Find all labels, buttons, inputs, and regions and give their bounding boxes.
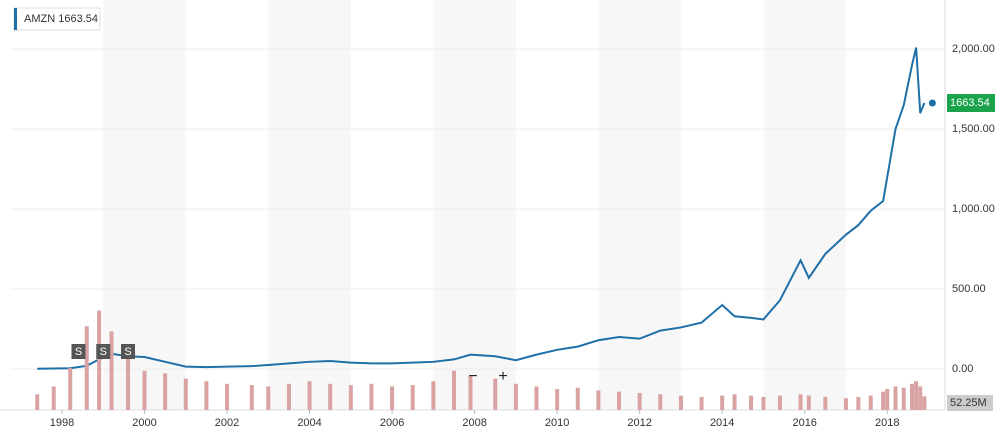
zoom-button[interactable]: − [468, 368, 477, 385]
volume-bar [885, 389, 890, 410]
volume-bar [163, 373, 168, 410]
volume-bar [468, 375, 473, 410]
volume-bar [266, 386, 271, 410]
x-tick-label: 2012 [627, 417, 651, 429]
band [433, 0, 516, 410]
x-tick-label: 2002 [215, 417, 239, 429]
volume-bar [451, 370, 456, 410]
x-tick-label: 2018 [875, 417, 899, 429]
volume-bar [893, 386, 898, 410]
price-tag [947, 93, 995, 112]
x-tick-label: 2010 [545, 417, 569, 429]
volume-bar [901, 387, 906, 410]
y-tick-label: 1,500.00 [952, 123, 995, 135]
y-tick-label: 2,000.00 [952, 43, 995, 55]
y-tick-label: 500.00 [952, 283, 986, 295]
x-tick-label: 1998 [50, 417, 74, 429]
volume-bar [823, 396, 828, 410]
band [598, 0, 681, 410]
volume-bar [868, 395, 873, 410]
legend-swatch [14, 8, 17, 30]
volume-bar [225, 383, 230, 410]
split-marker [71, 344, 86, 359]
volume-tag-label: 52.25M [950, 397, 987, 409]
volume-bar [914, 381, 919, 410]
volume-bar [678, 395, 683, 410]
volume-bar [142, 370, 147, 410]
x-tick-label: 2016 [792, 417, 816, 429]
volume-bar [596, 390, 601, 410]
volume-bar [126, 357, 131, 410]
band [763, 0, 846, 410]
volume-bar [699, 396, 704, 410]
split-marker [121, 344, 136, 359]
last-point [928, 99, 936, 107]
volume-bar [513, 383, 518, 410]
x-tick-label: 2004 [297, 417, 321, 429]
x-tick-label: 2006 [380, 417, 404, 429]
volume-bar [843, 398, 848, 410]
volume-bar [348, 385, 353, 410]
volume-bar [555, 389, 560, 410]
volume-bar [909, 383, 914, 410]
zoom-button[interactable]: + [498, 368, 507, 385]
volume-bar [286, 383, 291, 410]
volume-bar [84, 326, 89, 410]
volume-bar [249, 385, 254, 410]
volume-bar [534, 386, 539, 410]
price-tag-label: 1663.54 [950, 97, 990, 109]
split-marker [96, 344, 111, 359]
band [103, 0, 186, 410]
volume-bar [918, 386, 923, 410]
volume-bar [856, 396, 861, 410]
volume-bar [431, 381, 436, 410]
volume-bar [307, 381, 312, 410]
volume-bar [922, 396, 927, 410]
volume-bar [51, 386, 56, 410]
volume-bar [777, 395, 782, 410]
volume-bar [183, 378, 188, 410]
volume-bar [732, 394, 737, 410]
price-line [37, 47, 926, 370]
x-tick-label: 2008 [462, 417, 486, 429]
x-tick-label: 2000 [132, 417, 156, 429]
background-bands [103, 0, 846, 410]
y-tick-label: 1,000.00 [952, 203, 995, 215]
volume-bar [806, 395, 811, 410]
volume-bar [328, 383, 333, 410]
band [268, 0, 351, 410]
volume-bar [881, 391, 886, 410]
volume-bar [35, 394, 40, 410]
y-tick-label: 0.00 [952, 363, 973, 375]
volume-bar [204, 381, 209, 410]
volume-bar [761, 396, 766, 410]
volume-bar [798, 394, 803, 410]
volume-bar [720, 395, 725, 410]
volume-bar [575, 387, 580, 410]
volume-bar [390, 386, 395, 410]
volume-bar [68, 368, 73, 410]
x-tick-label: 2014 [710, 417, 734, 429]
volume-bar [369, 383, 374, 410]
volume-bar [749, 395, 754, 410]
legend-label: AMZN 1663.54 [24, 13, 98, 25]
split-marker-label: S [100, 346, 107, 358]
volume-bar [410, 385, 415, 410]
volume-tag [947, 395, 993, 411]
volume-bar [617, 391, 622, 410]
volume-bar [97, 310, 102, 410]
volume-bar [109, 331, 114, 410]
split-marker-label: S [75, 346, 82, 358]
split-marker-label: S [124, 346, 131, 358]
volume-bar [637, 392, 642, 410]
volume-bar [493, 378, 498, 410]
volume-bar [658, 394, 663, 410]
